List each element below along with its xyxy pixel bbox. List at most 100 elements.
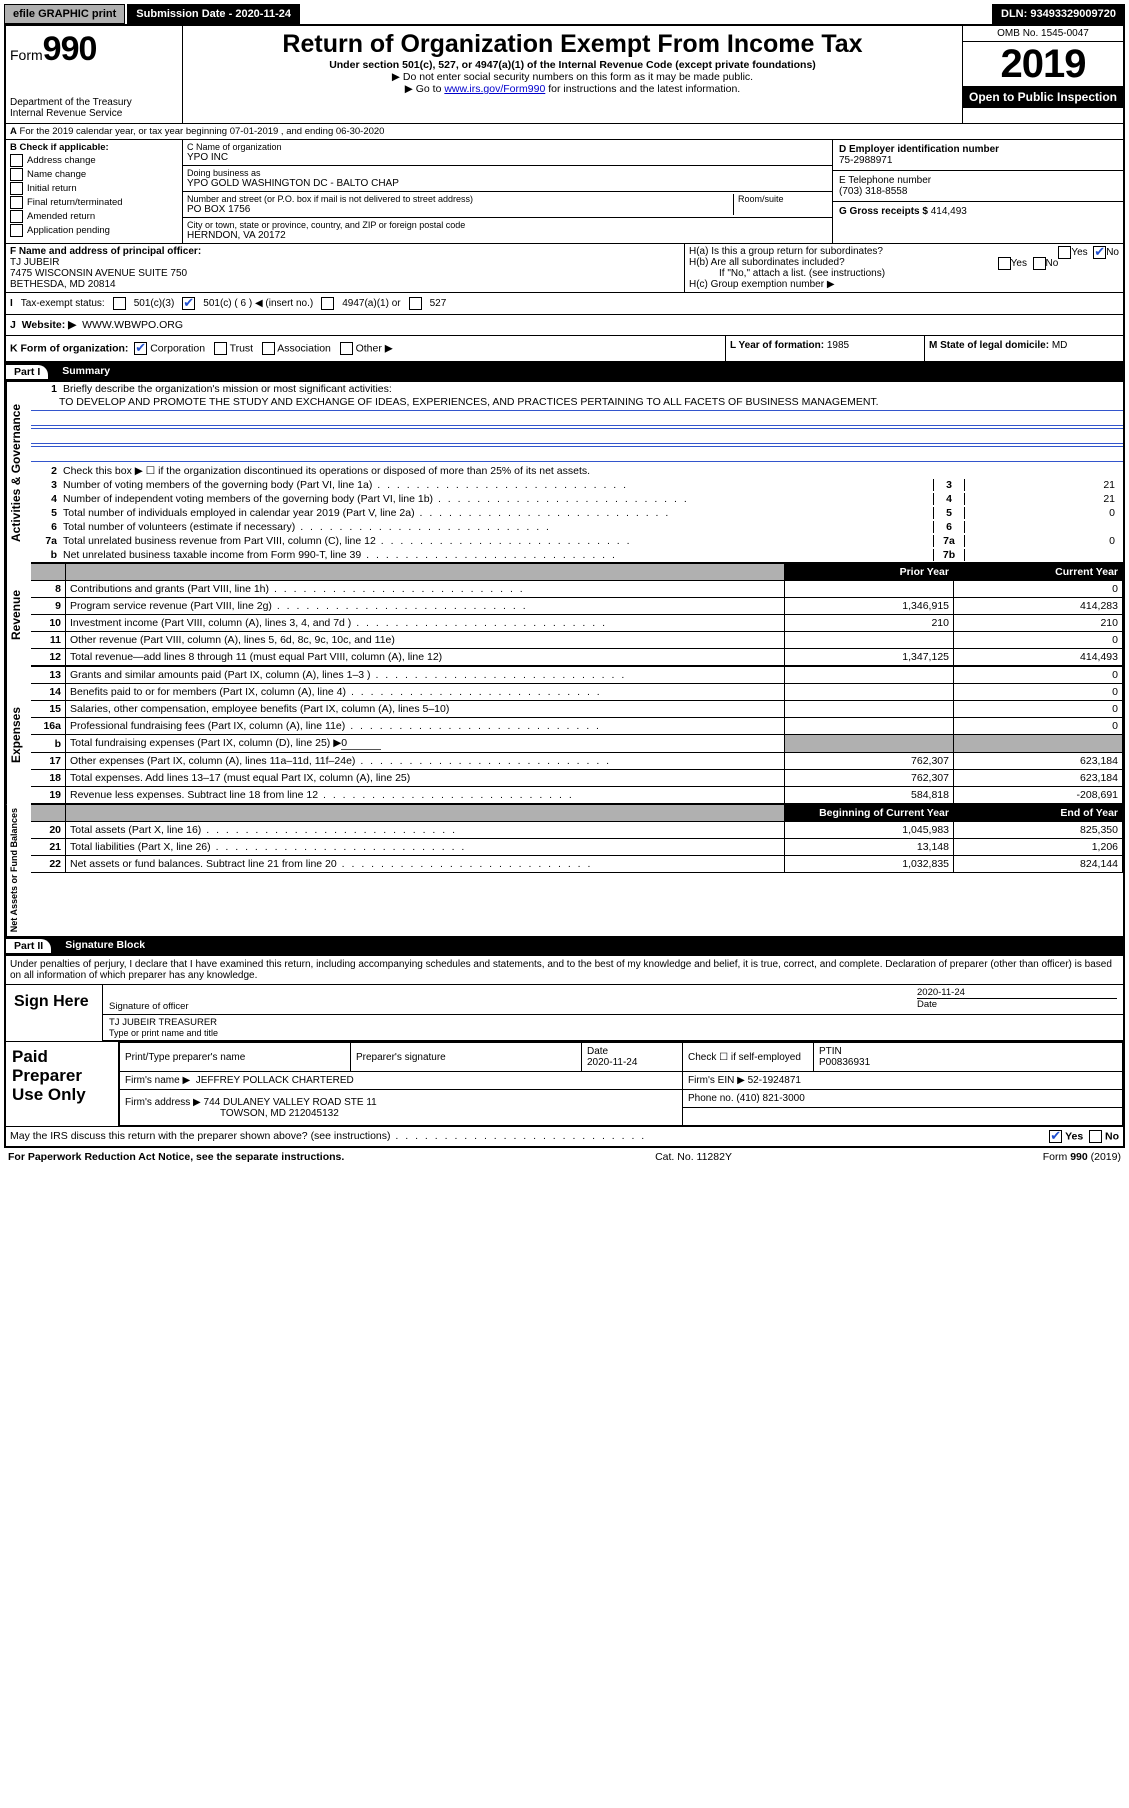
checkbox-icon[interactable] bbox=[1089, 1130, 1102, 1143]
form-note2: ▶ Go to www.irs.gov/Form990 for instruct… bbox=[189, 83, 956, 95]
line-3: 3Number of voting members of the governi… bbox=[31, 478, 1123, 492]
checkbox-icon[interactable] bbox=[1049, 1130, 1062, 1143]
b-amended[interactable]: Amended return bbox=[10, 210, 178, 223]
checkbox-icon[interactable] bbox=[113, 297, 126, 310]
checkbox-icon[interactable] bbox=[10, 168, 23, 181]
cy10: 210 bbox=[954, 615, 1123, 632]
i-o2: 501(c) ( 6 ) ◀ (insert no.) bbox=[203, 298, 313, 309]
ha-row: H(a) Is this a group return for subordin… bbox=[689, 246, 1119, 257]
l19: Revenue less expenses. Subtract line 18 … bbox=[66, 787, 785, 804]
e21: 1,206 bbox=[954, 839, 1123, 856]
v7a: 0 bbox=[965, 535, 1119, 547]
ein-cell: Firm's EIN ▶ 52-1924871 bbox=[683, 1072, 1123, 1090]
line-16a: 16aProfessional fundraising fees (Part I… bbox=[31, 718, 1123, 735]
yes-label: Yes bbox=[1071, 247, 1087, 258]
c-name-label: C Name of organization bbox=[187, 142, 828, 152]
checkbox-icon[interactable] bbox=[321, 297, 334, 310]
line-18: 18Total expenses. Add lines 13–17 (must … bbox=[31, 770, 1123, 787]
firm-name: JEFFREY POLLACK CHARTERED bbox=[196, 1075, 354, 1086]
c-city: City or town, state or province, country… bbox=[183, 218, 832, 243]
form-note1: ▶ Do not enter social security numbers o… bbox=[189, 71, 956, 83]
l12: Total revenue—add lines 8 through 11 (mu… bbox=[66, 649, 785, 666]
phone-cell: Phone no. (410) 821-3000 bbox=[683, 1090, 1123, 1108]
submission-date: Submission Date - 2020-11-24 bbox=[127, 4, 300, 24]
i-label: Tax-exempt status: bbox=[21, 298, 105, 309]
k-corp: Corporation bbox=[150, 342, 205, 354]
side-netassets: Net Assets or Fund Balances bbox=[6, 804, 31, 936]
checkbox-icon[interactable] bbox=[10, 196, 23, 209]
sign-block: Sign Here Signature of officer 2020-11-2… bbox=[6, 984, 1123, 1041]
m-cell: M State of legal domicile: MD bbox=[924, 336, 1123, 361]
checkbox-icon[interactable] bbox=[10, 210, 23, 223]
city-label: City or town, state or province, country… bbox=[187, 220, 828, 230]
yes-label: Yes bbox=[1011, 258, 1027, 269]
addr-label: Firm's address ▶ bbox=[125, 1097, 201, 1108]
expenses-section: Expenses 13Grants and similar amounts pa… bbox=[6, 666, 1123, 804]
b-pending[interactable]: Application pending bbox=[10, 224, 178, 237]
line-4: 4Number of independent voting members of… bbox=[31, 492, 1123, 506]
line-11: 11Other revenue (Part VIII, column (A), … bbox=[31, 632, 1123, 649]
irs-link[interactable]: www.irs.gov/Form990 bbox=[444, 83, 545, 95]
subdate-label: Submission Date - bbox=[136, 8, 232, 20]
ptin-cell: PTINP00836931 bbox=[814, 1043, 1123, 1072]
checkbox-icon[interactable] bbox=[340, 342, 353, 355]
checkbox-icon[interactable] bbox=[214, 342, 227, 355]
b-addr-change[interactable]: Address change bbox=[10, 154, 178, 167]
col-headers: Prior Year Current Year bbox=[31, 564, 1123, 581]
side-expenses: Expenses bbox=[6, 666, 31, 804]
checkbox-icon[interactable] bbox=[1093, 246, 1106, 259]
addr-val: PO BOX 1756 bbox=[187, 204, 733, 215]
block-bcde: B Check if applicable: Address change Na… bbox=[6, 140, 1123, 244]
officer-addr2: BETHESDA, MD 20814 bbox=[10, 279, 680, 290]
b-initial[interactable]: Initial return bbox=[10, 182, 178, 195]
discuss-row: May the IRS discuss this return with the… bbox=[6, 1127, 1123, 1146]
py14 bbox=[785, 684, 954, 701]
l22: Net assets or fund balances. Subtract li… bbox=[66, 856, 785, 873]
checkbox-icon[interactable] bbox=[262, 342, 275, 355]
checkbox-icon[interactable] bbox=[409, 297, 422, 310]
checkbox-icon[interactable] bbox=[998, 257, 1011, 270]
b-name-change[interactable]: Name change bbox=[10, 168, 178, 181]
b-final[interactable]: Final return/terminated bbox=[10, 196, 178, 209]
line-8: 8Contributions and grants (Part VIII, li… bbox=[31, 581, 1123, 598]
line-5: 5Total number of individuals employed in… bbox=[31, 506, 1123, 520]
phone-val: (703) 318-8558 bbox=[839, 186, 1117, 197]
officer-name-title: TJ JUBEIR TREASURER bbox=[109, 1017, 1117, 1028]
rule-line bbox=[31, 410, 1123, 426]
checkbox-icon[interactable] bbox=[10, 154, 23, 167]
blank bbox=[683, 1108, 1123, 1126]
efile-btn[interactable]: efile GRAPHIC print bbox=[4, 4, 125, 24]
firm-addr2: TOWSON, MD 212045132 bbox=[125, 1108, 339, 1119]
hc-row: H(c) Group exemption number ▶ bbox=[689, 279, 1119, 290]
part-ii-title: Signature Block bbox=[65, 939, 145, 953]
l7b-text: Net unrelated business taxable income fr… bbox=[63, 549, 933, 561]
dln-label: DLN: bbox=[1001, 8, 1027, 20]
checkbox-icon[interactable] bbox=[1033, 257, 1046, 270]
officer-addr1: 7475 WISCONSIN AVENUE SUITE 750 bbox=[10, 268, 680, 279]
checkbox-icon[interactable] bbox=[1058, 246, 1071, 259]
py19: 584,818 bbox=[785, 787, 954, 804]
dba-val: YPO GOLD WASHINGTON DC - BALTO CHAP bbox=[187, 178, 828, 189]
footer-mid: Cat. No. 11282Y bbox=[655, 1151, 732, 1163]
py10: 210 bbox=[785, 615, 954, 632]
l-val: 1985 bbox=[827, 340, 849, 351]
goto-post: for instructions and the latest informat… bbox=[545, 83, 740, 95]
lb-pre: Total fundraising expenses (Part IX, col… bbox=[70, 737, 341, 749]
e22: 824,144 bbox=[954, 856, 1123, 873]
checkbox-icon[interactable] bbox=[10, 182, 23, 195]
row-KLM: K Form of organization: Corporation Trus… bbox=[6, 336, 1123, 362]
checkbox-icon[interactable] bbox=[182, 297, 195, 310]
part-i-header: Part I Summary bbox=[6, 362, 1123, 382]
netassets-table: Beginning of Current Year End of Year 20… bbox=[31, 804, 1123, 873]
netassets-section: Net Assets or Fund Balances Beginning of… bbox=[6, 804, 1123, 936]
checkbox-icon[interactable] bbox=[134, 342, 147, 355]
c-addr: Number and street (or P.O. box if mail i… bbox=[183, 192, 832, 218]
py18: 762,307 bbox=[785, 770, 954, 787]
ptin-label: PTIN bbox=[819, 1046, 842, 1057]
part-i-tab: Part I bbox=[6, 365, 48, 379]
discuss-text: May the IRS discuss this return with the… bbox=[10, 1130, 1049, 1143]
preparer-table: Print/Type preparer's name Preparer's si… bbox=[119, 1042, 1123, 1126]
checkbox-icon[interactable] bbox=[10, 224, 23, 237]
date-label: Date bbox=[587, 1046, 608, 1057]
py9: 1,346,915 bbox=[785, 598, 954, 615]
